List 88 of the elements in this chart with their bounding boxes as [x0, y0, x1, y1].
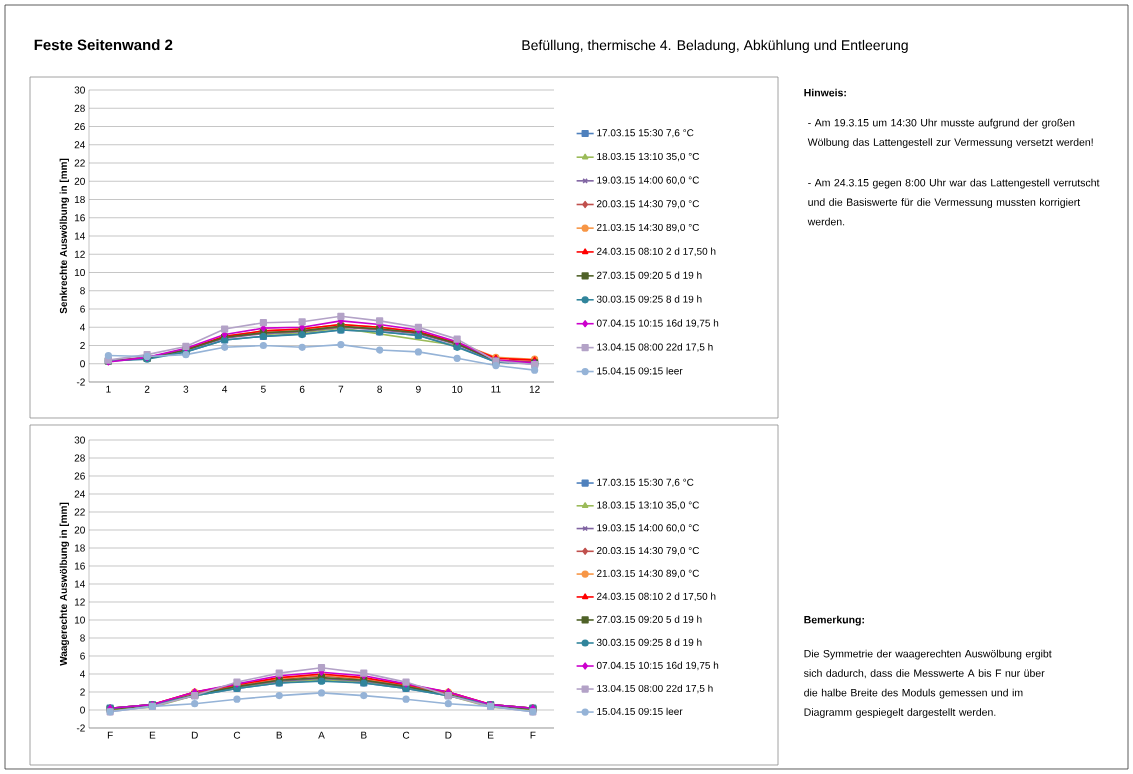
x-tick-label: 1 [106, 385, 111, 393]
x-tick-label: E [149, 731, 156, 739]
y-tick-label: 26 [74, 122, 85, 131]
x-tick-label: 2 [144, 385, 150, 393]
y-tick-label: 12 [74, 598, 85, 606]
y-axis-title: Waagerechte Auswölbung in [mm] [59, 502, 69, 666]
legend-label: 15.04.15 09:15 leer [597, 367, 683, 375]
legend-label: 21.03.15 14:30 89,0 °C [596, 569, 700, 579]
y-tick-label: 18 [74, 544, 85, 552]
x-tick-label: A [318, 731, 325, 739]
x-tick-label: D [445, 731, 452, 739]
y-tick-label: 14 [74, 580, 86, 588]
x-tick-label: 3 [183, 385, 189, 393]
x-tick-label: 11 [491, 385, 501, 393]
y-tick-label: 10 [74, 616, 85, 624]
x-tick-label: 5 [261, 385, 266, 393]
text: Befüllung, thermische 4. Beladung, Abkühlung und Entleerung [522, 39, 908, 53]
y-tick-label: 0 [80, 360, 85, 368]
legend-label: 18.03.15 13:10 35,0 °C [597, 152, 700, 162]
y-tick-label: 4 [79, 323, 86, 331]
y-tick-label: -2 [76, 724, 85, 732]
legend-label: 27.03.15 09:20 5 d 19 h [596, 615, 702, 623]
text: Bemerkung: [804, 615, 864, 626]
legend-label: 07.04.15 10:15 16d 19,75 h [596, 319, 719, 328]
y-tick-label: 16 [74, 562, 85, 570]
x-tick-label: C [233, 731, 241, 739]
y-tick-label: 2 [80, 688, 85, 696]
legend-label: 17.03.15 15:30 7,6 °C [597, 129, 694, 138]
legend-label: 13.04.15 08:00 22d 17,5 h [597, 343, 713, 352]
y-tick-label: 10 [74, 268, 85, 277]
y-tick-label: 16 [74, 214, 85, 222]
y-tick-label: 12 [74, 250, 85, 258]
y-tick-label: 8 [80, 287, 85, 295]
x-tick-label: F [530, 731, 536, 739]
x-tick-label: 4 [222, 385, 228, 393]
x-tick-label: F [107, 731, 113, 739]
legend-label: 20.03.15 14:30 79,0 °C [596, 547, 700, 556]
legend-label: 24.03.15 08:10 2 d 17,50 h [596, 247, 716, 257]
y-tick-label: 2 [80, 342, 85, 349]
text: Die Symmetrie der waagerechten Auswölbung ergibt sich dadurch, dass die Messwerte A bis F nur über die halbe Breite des Moduls gemessen und im Diagramm gespiegelt dargestellt werden. [804, 649, 1052, 718]
legend-label: 24.03.15 08:10 2 d 17,50 h [596, 592, 716, 602]
legend-label: 19.03.15 14:00 60,0 °C [597, 524, 700, 533]
y-axis-title: Senkrechte Auswölbung in [mm] [59, 158, 69, 314]
legend-label: 17.03.15 15:30 7,6 °C [597, 478, 694, 488]
legend-label: 07.04.15 10:15 16d 19,75 h [596, 661, 719, 671]
x-tick-label: D [191, 731, 198, 739]
y-tick-label: 28 [74, 104, 85, 112]
y-tick-label: -2 [76, 378, 85, 386]
x-tick-label: E [488, 731, 494, 739]
y-tick-label: 4 [79, 670, 86, 678]
y-tick-label: 30 [74, 436, 85, 444]
y-tick-label: 14 [74, 232, 86, 240]
y-tick-label: 18 [74, 195, 85, 204]
y-tick-label: 6 [80, 652, 85, 660]
text: - Am 19.3.15 um 14:30 Uhr musste aufgrund der großen Wölbung das Lattengestell zur Vermessung versetzt werden! [807, 118, 1093, 148]
text: - Am 24.3.15 gegen 8:00 Uhr war das Lattengestell verrutscht und die Basiswerte für die Vermessung mussten korrigiert werden. [807, 178, 1100, 226]
x-tick-label: B [361, 731, 367, 739]
x-tick-label: C [402, 731, 410, 739]
x-tick-label: 6 [299, 385, 305, 393]
x-tick-label: 8 [377, 385, 382, 393]
x-tick-label: 9 [416, 385, 421, 393]
y-tick-label: 26 [74, 472, 85, 480]
y-tick-label: 20 [74, 526, 85, 534]
legend-label: 20.03.15 14:30 79,0 °C [596, 200, 700, 209]
x-tick-label: 12 [529, 385, 540, 393]
legend-label: 18.03.15 13:10 35,0 °C [597, 501, 700, 510]
x-tick-label: 7 [338, 385, 344, 393]
legend-label: 19.03.15 14:00 60,0 °C [597, 176, 700, 185]
legend-label: 30.03.15 09:25 8 d 19 h [596, 638, 702, 646]
y-tick-label: 6 [80, 305, 85, 313]
text: Hinweis: [804, 88, 846, 97]
x-tick-label: 10 [452, 385, 463, 393]
y-tick-label: 22 [74, 508, 85, 516]
y-tick-label: 20 [74, 177, 85, 185]
legend-label: 21.03.15 14:30 89,0 °C [596, 223, 700, 233]
x-tick-label: B [276, 731, 283, 739]
legend-label: 13.04.15 08:00 22d 17,5 h [597, 684, 713, 694]
legend-label: 27.03.15 09:20 5 d 19 h [596, 271, 702, 279]
y-tick-label: 24 [74, 141, 86, 149]
legend-label: 15.04.15 09:15 leer [597, 707, 683, 715]
y-tick-label: 22 [74, 159, 85, 167]
chart-title: Feste Seitenwand 2 [34, 39, 173, 51]
y-tick-label: 28 [74, 454, 85, 462]
y-tick-label: 24 [74, 490, 86, 498]
legend-label: 30.03.15 09:25 8 d 19 h [596, 295, 702, 303]
y-tick-label: 8 [80, 634, 85, 642]
y-tick-label: 30 [74, 86, 85, 94]
y-tick-label: 0 [80, 706, 85, 714]
